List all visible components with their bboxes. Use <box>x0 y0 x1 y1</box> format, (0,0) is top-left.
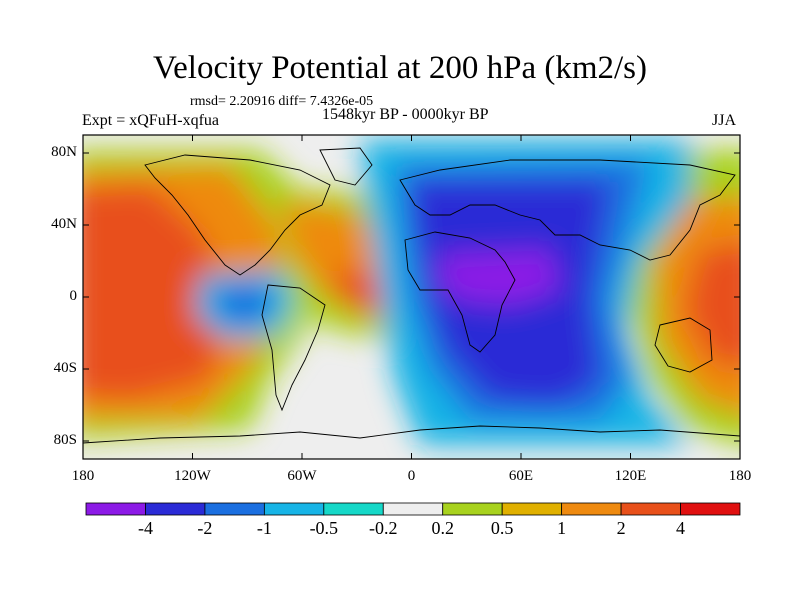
colorbar-label: 0.5 <box>472 518 532 539</box>
colorbar-swatch-10 <box>681 503 740 515</box>
colorbar-label: -0.5 <box>294 518 354 539</box>
lon-label: 0 <box>382 468 442 485</box>
colorbar-swatch-1 <box>145 503 204 515</box>
colorbar-label: 4 <box>651 518 711 539</box>
colorbar-swatch-5 <box>383 503 442 515</box>
colorbar-swatch-8 <box>562 503 621 515</box>
lon-label: 120E <box>601 468 661 485</box>
colorbar <box>86 503 740 515</box>
colorbar-swatch-2 <box>205 503 264 515</box>
colorbar-label: 0.2 <box>413 518 473 539</box>
colorbar-swatch-4 <box>324 503 383 515</box>
colorbar-label: -0.2 <box>353 518 413 539</box>
colorbar-swatch-9 <box>621 503 680 515</box>
lon-label: 180 <box>710 468 770 485</box>
velocity-potential-map <box>0 0 800 600</box>
colorbar-swatch-7 <box>502 503 561 515</box>
lon-label: 60W <box>272 468 332 485</box>
colorbar-swatch-3 <box>264 503 323 515</box>
colorbar-label: -1 <box>234 518 294 539</box>
colorbar-swatch-0 <box>86 503 145 515</box>
colorbar-label: -4 <box>115 518 175 539</box>
lon-label: 180 <box>53 468 113 485</box>
colorbar-label: -2 <box>175 518 235 539</box>
colorbar-label: 1 <box>532 518 592 539</box>
lon-label: 120W <box>163 468 223 485</box>
lat-label: 40N <box>27 216 77 233</box>
colorbar-swatch-6 <box>443 503 502 515</box>
lon-label: 60E <box>491 468 551 485</box>
lat-label: 0 <box>27 288 77 305</box>
lat-label: 80S <box>27 432 77 449</box>
lat-label: 40S <box>27 360 77 377</box>
colorbar-label: 2 <box>591 518 651 539</box>
contour-field <box>70 135 760 459</box>
lat-label: 80N <box>27 144 77 161</box>
